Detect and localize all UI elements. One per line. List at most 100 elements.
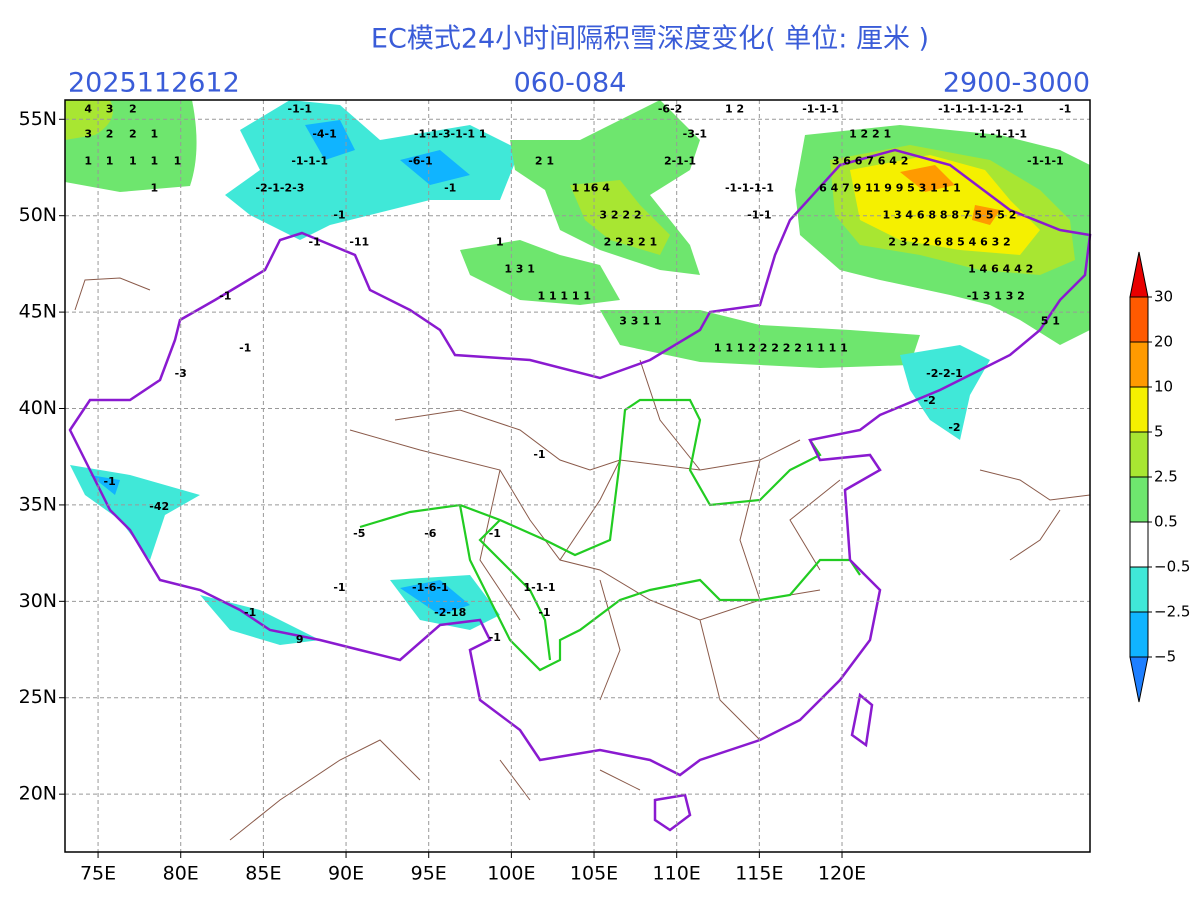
map-label: 4 (84, 103, 92, 116)
map-label: -6 (424, 527, 437, 540)
colorbar-label: 10 (1154, 378, 1173, 396)
colorbar-label: 0.5 (1154, 513, 1178, 531)
field-yellow (850, 155, 1040, 255)
field-cyan (225, 100, 520, 240)
lon-tick-label: 105E (570, 863, 618, 885)
map-label: 1 16 4 (572, 182, 611, 195)
colorbar-segment (1129, 341, 1149, 388)
colorbar-label: 5 (1154, 423, 1164, 441)
map-label: -1 (333, 209, 345, 222)
colorbar-segment (1129, 521, 1149, 568)
map-label: 1 (84, 155, 92, 168)
map-label: -1 (1059, 103, 1071, 116)
map-label: -1 -1-1-1 (974, 128, 1027, 141)
colorbar-label: −0.5 (1154, 558, 1190, 576)
field-green (600, 310, 920, 368)
map-label: 2 (129, 128, 137, 141)
boundaries (68, 148, 1092, 841)
map-label: -1-1 (288, 103, 312, 116)
map-label: -11 (349, 236, 369, 249)
china-border (68, 148, 1092, 777)
map-label: -1-1-1 (1027, 155, 1064, 168)
field-lime (570, 180, 670, 255)
map-label: 2 (129, 103, 137, 116)
map-label: -3-1 (683, 128, 707, 141)
lat-tick-label: 40N (19, 397, 57, 419)
map-label: 1 (129, 155, 137, 168)
map-label: 5 1 (1041, 315, 1060, 328)
lon-tick-label: 85E (245, 863, 281, 885)
map-label: 2 (106, 128, 114, 141)
map-label: 1 (150, 182, 158, 195)
map-label: -6-2 (658, 103, 682, 116)
map-label: -1 3 1 3 2 (967, 290, 1025, 303)
lat-tick-label: 30N (19, 590, 57, 612)
colorbar-segment (1129, 296, 1149, 343)
field-cyan (900, 345, 990, 440)
map-label: 2 2 3 2 1 (604, 236, 658, 249)
map-label: 2 1 (535, 155, 554, 168)
lat-tick-label: 45N (19, 301, 57, 323)
colorbar: −5 −2.5 −0.5 0.5 2.5 5 10 20 30 (1129, 251, 1190, 703)
map-label: -1-1 (747, 209, 771, 222)
colorbar-segment (1129, 431, 1149, 478)
colorbar-label: −5 (1154, 648, 1176, 666)
map-label: 9 (296, 633, 304, 646)
map-label: 1 3 1 (504, 263, 535, 276)
foreign-lines (74, 277, 1091, 841)
map-label: -5 (353, 527, 365, 540)
lat-tick-label: 20N (19, 783, 57, 805)
map-label: -1 (219, 290, 231, 303)
hainan (653, 793, 692, 832)
map-label: -1-6-1 (412, 581, 449, 594)
province-lines (349, 359, 841, 741)
taiwan (850, 692, 874, 748)
map-label: 1 4 6 4 4 2 (968, 263, 1033, 276)
map-label: 3 6 6 7 6 4 2 (832, 155, 909, 168)
lon-tick-label: 120E (818, 863, 866, 885)
map-label: 3 (84, 128, 92, 141)
map-label: 3 3 1 1 (619, 315, 661, 328)
map-label: -1 (489, 527, 501, 540)
map-label: -2 (948, 421, 960, 434)
map-label: -1 (333, 581, 345, 594)
map-label: 2-1-1 (664, 155, 696, 168)
map-label: 1 1 1 1 1 (537, 290, 591, 303)
map-frame (64, 99, 1091, 853)
lat-tick-label: 25N (19, 686, 57, 708)
map-label: 3 2 2 2 (599, 209, 641, 222)
colorbar-label: 30 (1154, 288, 1173, 306)
map-label: -1-1-1-1 (725, 182, 774, 195)
colorbar-label: 20 (1154, 333, 1173, 351)
map-label: 1 (106, 155, 114, 168)
map-label: -4-1 (312, 128, 336, 141)
map-label: 2 3 2 2 6 8 5 4 6 3 2 (888, 236, 1011, 249)
field-orange (900, 165, 1000, 225)
map-label: -1-1-1-1-1-2-1 (938, 103, 1024, 116)
map-label: -2-2-1 (926, 367, 963, 380)
lon-tick-label: 95E (411, 863, 447, 885)
colorbar-label: 2.5 (1154, 468, 1178, 486)
colorbar-label: −2.5 (1154, 603, 1190, 621)
field-lime (65, 100, 113, 140)
map-label: 1 3 4 6 8 8 8 7 5 5 5 2 (882, 209, 1016, 222)
lon-tick-label: 75E (80, 863, 116, 885)
colorbar-triangle (1129, 251, 1149, 298)
map-label: -2-1-2-3 (255, 182, 304, 195)
colorbar-segment (1129, 611, 1149, 658)
lat-tick-label: 50N (19, 204, 57, 226)
map-label: -1 (538, 606, 550, 619)
map-label: -1 (239, 342, 251, 355)
map-label: -1-1-1 (802, 103, 839, 116)
map-label: 1-1-1 (523, 581, 555, 594)
map-label: 1 2 (725, 103, 744, 116)
forecast-hours: 060-084 (514, 68, 627, 99)
lon-tick-label: 110E (653, 863, 701, 885)
title: EC模式24小时间隔积雪深度变化( 单位: 厘米 ) (371, 24, 929, 55)
map-label: -3 (175, 367, 187, 380)
map-label: -1 (489, 631, 501, 644)
colorbar-triangle (1129, 656, 1149, 703)
map-label: -1 (244, 606, 256, 619)
lat-tick-label: 35N (19, 493, 57, 515)
